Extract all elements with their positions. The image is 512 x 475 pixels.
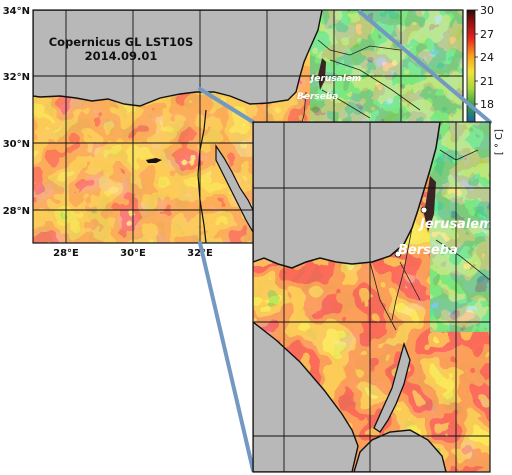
berseba-marker: [301, 94, 307, 100]
inset-gulf-of-suez: [253, 321, 359, 472]
inset-jerusalem-marker: [420, 206, 428, 214]
colorbar-unit: [ ° C]: [494, 129, 505, 155]
city-label-jerusalem: Jerusalem: [309, 74, 361, 84]
levant-vegetation: [310, 10, 463, 122]
city-label-berseba: Berseba: [297, 92, 338, 102]
colorbar: 30 27 24 21 18 [ ° C]: [466, 4, 505, 155]
inset-grid: [253, 122, 490, 472]
colorbar-tick-30: 30: [480, 4, 494, 17]
inset-red-sea: [353, 429, 447, 472]
lat-tick-28: 28°N: [3, 206, 30, 217]
map-title: Copernicus GL LST10S: [49, 35, 194, 49]
lon-tick-32: 32°E: [187, 248, 213, 259]
inset-mediterranean: [253, 122, 441, 269]
lon-tick-30: 30°E: [120, 248, 146, 259]
zoom-connector-lines: [198, 10, 492, 472]
dead-sea: [318, 58, 326, 90]
inset-dead-sea: [424, 176, 436, 232]
inset-vegetation-patch: [430, 122, 490, 332]
colorbar-tick-27: 27: [480, 28, 494, 41]
lat-tick-30: 30°N: [3, 139, 30, 150]
lat-tick-32: 32°N: [3, 72, 30, 83]
inset-berseba-marker: [394, 250, 402, 258]
borders: [301, 39, 421, 123]
lake-qarun: [146, 158, 162, 163]
colorbar-tick-21: 21: [480, 75, 494, 88]
nile-river: [197, 109, 207, 243]
lat-tick-34: 34°N: [3, 6, 30, 17]
colorbar-tick-24: 24: [480, 51, 494, 64]
lon-tick-28: 28°E: [53, 248, 79, 259]
mediterranean-sea: [33, 10, 323, 107]
inset-city-label-berseba: Berseba: [398, 243, 458, 258]
map-date: 2014.09.01: [85, 49, 158, 63]
colorbar-tick-18: 18: [480, 98, 494, 111]
inset-map-frame: [252, 121, 491, 473]
jerusalem-marker: [309, 75, 315, 81]
inset-gulf-of-aqaba: [373, 341, 411, 433]
inset-city-label-jerusalem: Jerusalem: [417, 217, 493, 232]
inset-map: Jerusalem Berseba: [253, 122, 493, 472]
